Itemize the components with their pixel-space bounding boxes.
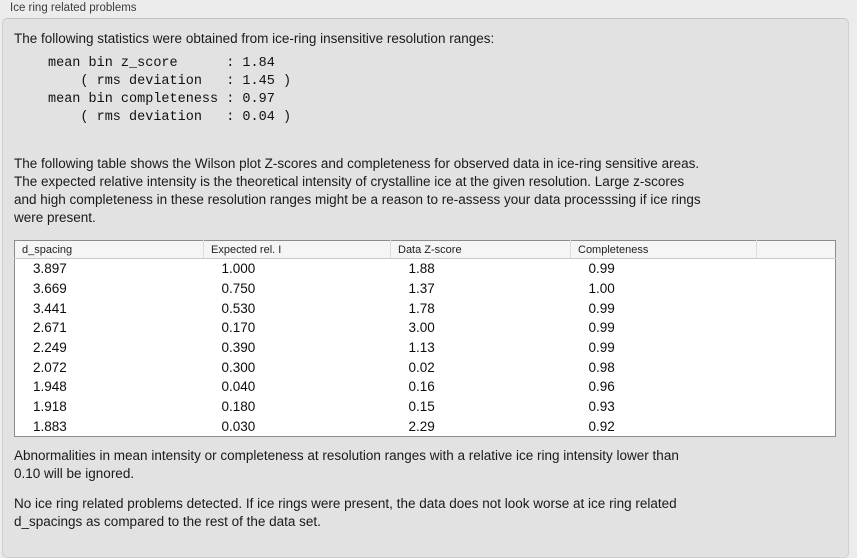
table-cell (757, 259, 836, 279)
table-header: d_spacing Expected rel. I Data Z-score C… (14, 240, 836, 259)
conclusion-text: No ice ring related problems detected. I… (14, 496, 677, 529)
table-cell: 1.918 (33, 399, 67, 415)
table-cell: 1.37 (408, 281, 435, 297)
table-cell: 2.29 (408, 418, 435, 434)
column-header-data-z-score[interactable]: Data Z-score (390, 240, 571, 259)
table-cell: 0.030 (221, 418, 256, 434)
table-cell: 0.040 (221, 379, 256, 395)
table-cell (757, 298, 836, 318)
table-row[interactable]: 2.072 0.300 0.02 0.98 (15, 357, 836, 377)
table-cell: 3.897 (33, 261, 67, 277)
table-cell (757, 357, 836, 377)
table-cell: 0.750 (221, 281, 256, 297)
table-cell: 0.15 (408, 399, 435, 415)
table-cell: 0.170 (221, 320, 256, 336)
table-cell: 0.96 (588, 379, 615, 395)
table-cell: 1.88 (408, 261, 435, 277)
groupbox-frame: The following statistics were obtained f… (2, 18, 849, 558)
table-cell: 2.072 (33, 359, 67, 375)
table-cell: 0.02 (408, 359, 435, 375)
table-row[interactable]: 3.897 1.000 1.88 0.99 (15, 259, 836, 279)
table-row[interactable]: 2.671 0.170 3.00 0.99 (15, 318, 836, 338)
table-cell: 0.98 (588, 359, 615, 375)
table-cell: 0.530 (221, 300, 256, 316)
table-cell (757, 318, 836, 338)
ice-table-body: 3.897 1.000 1.88 0.99 3.669 0.750 1.37 1.00 3.44… (15, 259, 836, 437)
table-cell: 1.948 (33, 379, 67, 395)
table-cell: 0.99 (588, 300, 615, 316)
table-cell: 0.93 (588, 399, 615, 415)
table-cell: 1.000 (221, 261, 256, 277)
groupbox-title: Ice ring related problems (10, 2, 137, 14)
table-cell (757, 338, 836, 358)
table-cell (757, 279, 836, 299)
column-header-completeness[interactable]: Completeness (570, 240, 757, 259)
ice-ring-table: d_spacing Expected rel. I Data Z-score C… (14, 240, 836, 438)
table-row[interactable]: 3.441 0.530 1.78 0.99 (15, 298, 836, 318)
description-text: The following table shows the Wilson plo… (14, 156, 701, 225)
table-cell: 0.16 (408, 379, 435, 395)
table-cell: 1.78 (408, 300, 435, 316)
table-row[interactable]: 1.918 0.180 0.15 0.93 (15, 397, 836, 417)
ignore-note-text: Abnormalities in mean intensity or compl… (14, 448, 679, 481)
table-row[interactable]: 2.249 0.390 1.13 0.99 (15, 338, 836, 358)
table-row[interactable]: 1.883 0.030 2.29 0.92 (15, 417, 836, 437)
table-cell: 0.92 (588, 418, 615, 434)
table-cell: 3.441 (33, 300, 67, 316)
table-cell: 0.99 (588, 340, 615, 356)
table-cell: 0.180 (221, 399, 256, 415)
table-cell: 0.300 (221, 359, 256, 375)
column-header-d-spacing[interactable]: d_spacing (14, 240, 204, 259)
intro-text: The following statistics were obtained f… (14, 31, 495, 46)
table-cell: 3.669 (33, 281, 67, 297)
table-cell: 0.99 (588, 261, 615, 277)
table-cell (757, 397, 836, 417)
table-cell: 3.00 (408, 320, 435, 336)
table-cell (757, 377, 836, 397)
table-cell: 2.671 (33, 320, 67, 336)
table-cell (757, 417, 836, 437)
table-cell: 2.249 (33, 340, 67, 356)
table-cell: 1.00 (588, 281, 615, 297)
table-row[interactable]: 3.669 0.750 1.37 1.00 (15, 279, 836, 299)
stats-block: mean bin z_score : 1.84 ( rms deviation … (48, 56, 292, 125)
table-cell: 0.99 (588, 320, 615, 336)
column-header-spacer (756, 240, 836, 259)
column-header-expected-rel-i[interactable]: Expected rel. I (203, 240, 391, 259)
table-cell: 0.390 (221, 340, 256, 356)
table-cell: 1.13 (408, 340, 435, 356)
table-cell: 1.883 (33, 418, 67, 434)
table-row[interactable]: 1.948 0.040 0.16 0.96 (15, 377, 836, 397)
